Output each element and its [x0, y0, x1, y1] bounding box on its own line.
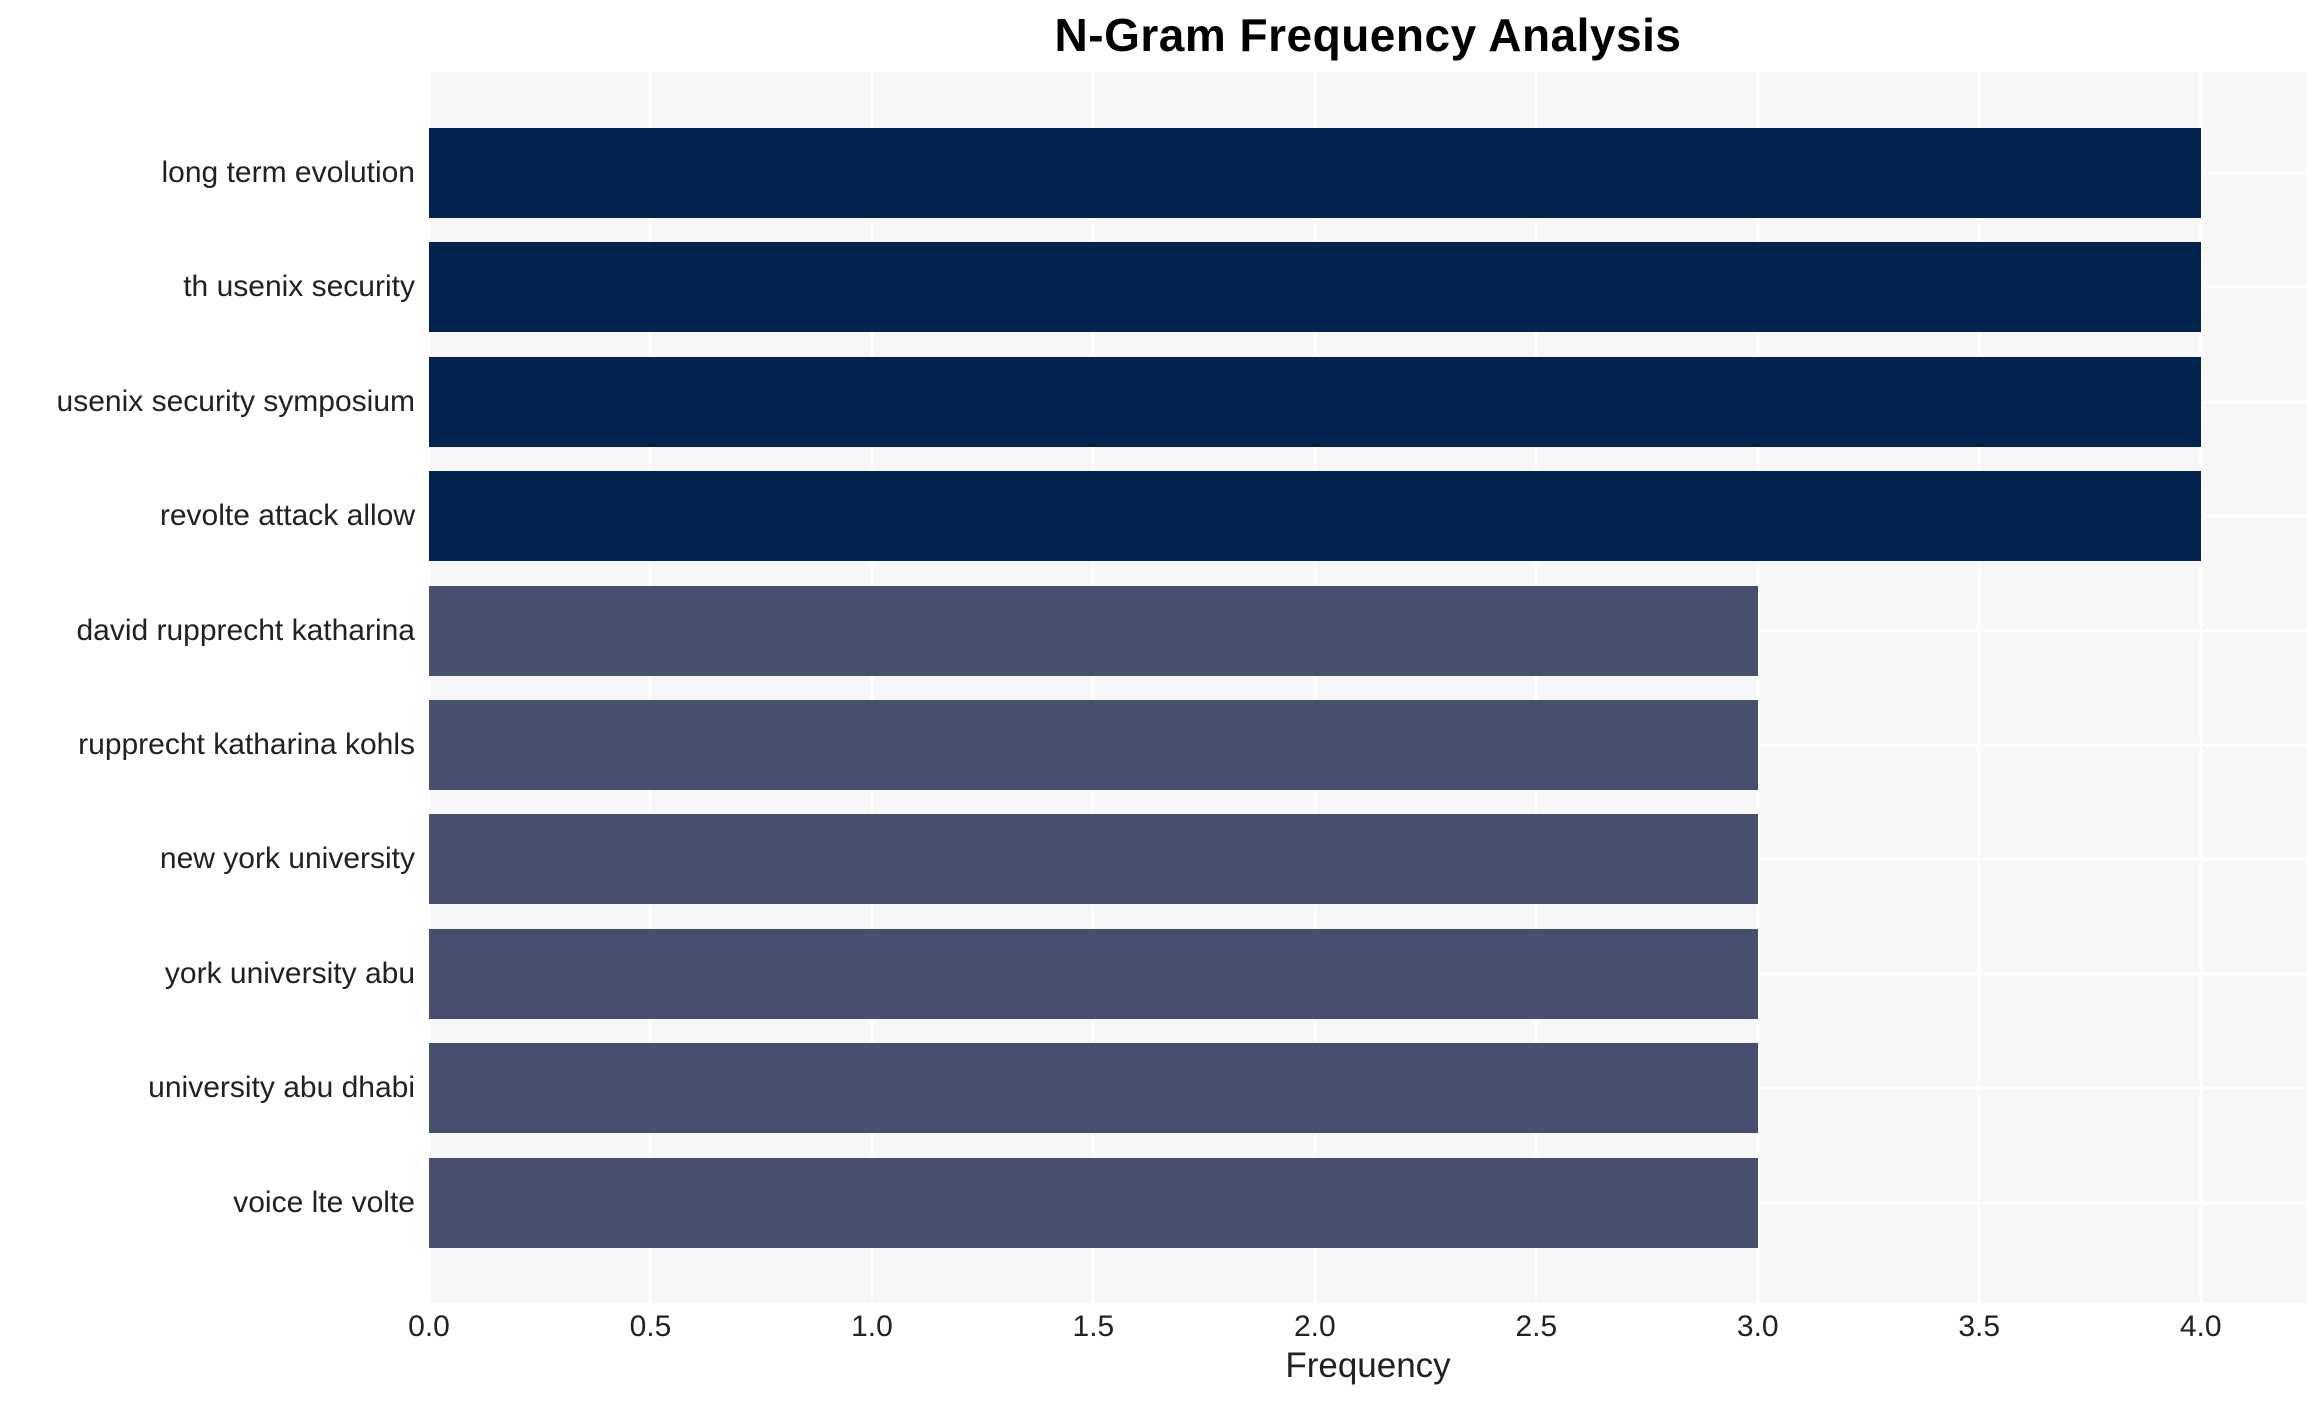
bar	[429, 1043, 1758, 1134]
category-label: th usenix security	[183, 270, 415, 304]
category-label: rupprecht katharina kohls	[78, 728, 415, 761]
x-tick-label: 1.5	[1072, 1310, 1115, 1343]
x-tick-label: 0.0	[408, 1310, 450, 1343]
bar	[429, 471, 2201, 562]
gridline-vertical	[427, 72, 431, 1303]
category-label: university abu dhabi	[148, 1071, 415, 1105]
gridline-vertical	[1534, 72, 1538, 1303]
bar	[429, 700, 1758, 790]
plot-area	[427, 72, 2307, 1303]
gridline-vertical	[1313, 72, 1317, 1303]
y-axis-labels: long term evolution th usenix security use…	[0, 72, 415, 1303]
category-label: long term evolution	[161, 156, 415, 189]
bar	[429, 928, 1758, 1019]
gridline-vertical	[2199, 72, 2203, 1303]
x-tick-label: 3.0	[1736, 1310, 1779, 1343]
category-label: york university abu	[164, 956, 415, 990]
gridline-vertical	[1091, 72, 1095, 1303]
x-tick-label: 3.5	[1958, 1310, 2001, 1343]
bar	[429, 242, 2201, 333]
category-label: revolte attack allow	[159, 499, 415, 533]
gridline-vertical	[648, 72, 652, 1303]
x-tick-label: 0.5	[629, 1310, 672, 1343]
x-axis-ticks: 0.0 0.5 1.0 1.5 2.0 2.5 3.0 3.5 4.0	[408, 1310, 2307, 1350]
bar	[429, 356, 2201, 447]
x-axis-title: Frequency	[1285, 1346, 1451, 1385]
bar	[429, 1157, 1758, 1248]
gridline-vertical	[1977, 72, 1981, 1303]
x-tick-label: 2.0	[1293, 1310, 1336, 1343]
gridline-vertical	[1756, 72, 1760, 1303]
category-label: david rupprecht katharina	[76, 613, 415, 647]
category-label: usenix security symposium	[56, 384, 415, 418]
x-tick-label: 1.0	[851, 1310, 893, 1343]
category-label: new york university	[159, 842, 415, 876]
gridline-vertical	[870, 72, 874, 1303]
x-tick-label: 4.0	[2179, 1310, 2222, 1343]
category-label: voice lte volte	[233, 1185, 415, 1219]
chart-title: N-Gram Frequency Analysis	[1054, 9, 1682, 61]
x-tick-label: 2.5	[1515, 1310, 1558, 1343]
bar	[429, 814, 1758, 905]
bar	[429, 585, 1758, 676]
bar	[429, 128, 2201, 218]
